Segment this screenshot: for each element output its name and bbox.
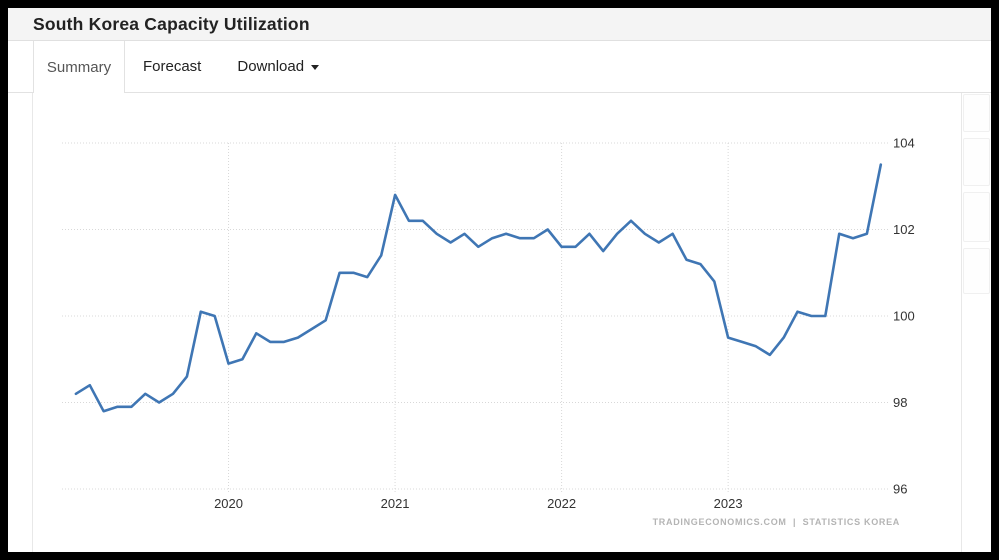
right-panel-placeholder bbox=[963, 138, 990, 186]
y-axis-label: 102 bbox=[893, 222, 915, 237]
y-axis-label: 96 bbox=[893, 482, 907, 497]
y-axis-label: 104 bbox=[893, 136, 915, 151]
tab-bar: Summary Forecast Download bbox=[8, 41, 991, 93]
tab-forecast[interactable]: Forecast bbox=[125, 41, 219, 92]
chart-panel: 96 98 100 102 104 2020 2021 2022 2023 TRADINGECO… bbox=[33, 93, 961, 552]
page-title: South Korea Capacity Utilization bbox=[33, 13, 310, 34]
chart-svg[interactable]: 96 98 100 102 104 2020 2021 2022 2023 bbox=[33, 93, 961, 553]
x-axis-label: 2021 bbox=[381, 496, 410, 511]
tab-summary[interactable]: Summary bbox=[33, 41, 125, 93]
right-panel-placeholder bbox=[963, 192, 990, 242]
x-axis-label: 2023 bbox=[714, 496, 743, 511]
tab-download-label: Download bbox=[237, 58, 305, 75]
caret-down-icon bbox=[311, 65, 320, 70]
x-axis-label: 2022 bbox=[547, 496, 576, 511]
right-panel-strip bbox=[961, 93, 991, 552]
title-bar: South Korea Capacity Utilization bbox=[8, 8, 991, 41]
y-axis-label: 98 bbox=[893, 395, 907, 410]
right-panel-placeholder bbox=[963, 248, 990, 294]
tab-download[interactable]: Download bbox=[219, 41, 337, 92]
y-axis-label: 100 bbox=[893, 309, 915, 324]
right-panel-placeholder bbox=[963, 94, 990, 132]
x-axis-label: 2020 bbox=[214, 496, 243, 511]
content-row: 96 98 100 102 104 2020 2021 2022 2023 TRADINGECO… bbox=[8, 93, 991, 552]
chart-attribution: TRADINGECONOMICS.COM | STATISTICS KOREA bbox=[652, 517, 900, 527]
tab-forecast-label: Forecast bbox=[143, 58, 202, 75]
data-series-line bbox=[74, 163, 883, 413]
left-margin-strip bbox=[8, 93, 33, 552]
app-window: South Korea Capacity Utilization Summary… bbox=[8, 8, 991, 552]
tab-summary-label: Summary bbox=[46, 58, 112, 76]
tab-bar-spacer bbox=[8, 41, 33, 92]
